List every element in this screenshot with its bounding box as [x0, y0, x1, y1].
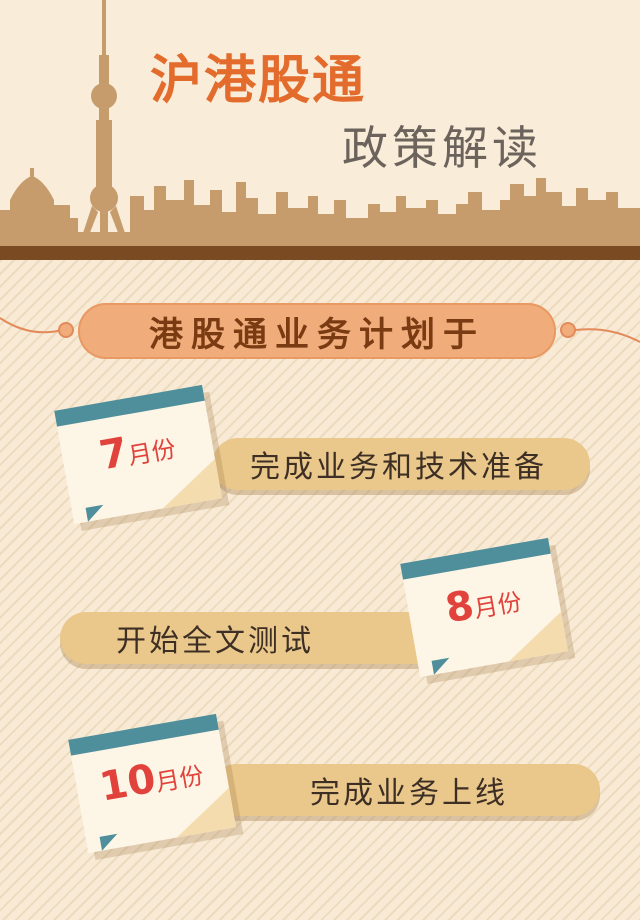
section-heading: 港股通业务计划于: [78, 303, 556, 359]
header-divider: [0, 246, 640, 260]
timeline-task-3: 完成业务上线: [210, 764, 600, 816]
calendar-curl: [85, 504, 106, 522]
calendar-page: 7月份: [54, 384, 222, 525]
calendar-page: 10月份: [68, 713, 236, 854]
month-unit: 月份: [471, 587, 524, 624]
month-number: 8: [441, 582, 478, 633]
page-subtitle: 政策解读: [342, 121, 542, 175]
month-number: 10: [96, 755, 160, 811]
calendar-icon: 10月份: [68, 710, 261, 887]
calendar-curl: [99, 833, 120, 851]
city-skyline-icon: [0, 0, 640, 250]
page-title: 沪港股通: [150, 51, 367, 111]
calendar-curl: [431, 657, 452, 675]
timeline-task-1: 完成业务和技术准备: [212, 438, 590, 490]
month-unit: 月份: [125, 434, 178, 471]
header-banner: 沪港股通 政策解读: [0, 0, 640, 252]
heading-connector: [0, 317, 640, 343]
calendar-page: 8月份: [400, 537, 568, 678]
calendar-icon: 8月份: [400, 534, 593, 711]
month-number: 7: [95, 429, 132, 480]
month-unit: 月份: [153, 761, 206, 798]
calendar-icon: 7月份: [54, 381, 247, 558]
timeline-task-2: 开始全文测试: [60, 612, 450, 664]
